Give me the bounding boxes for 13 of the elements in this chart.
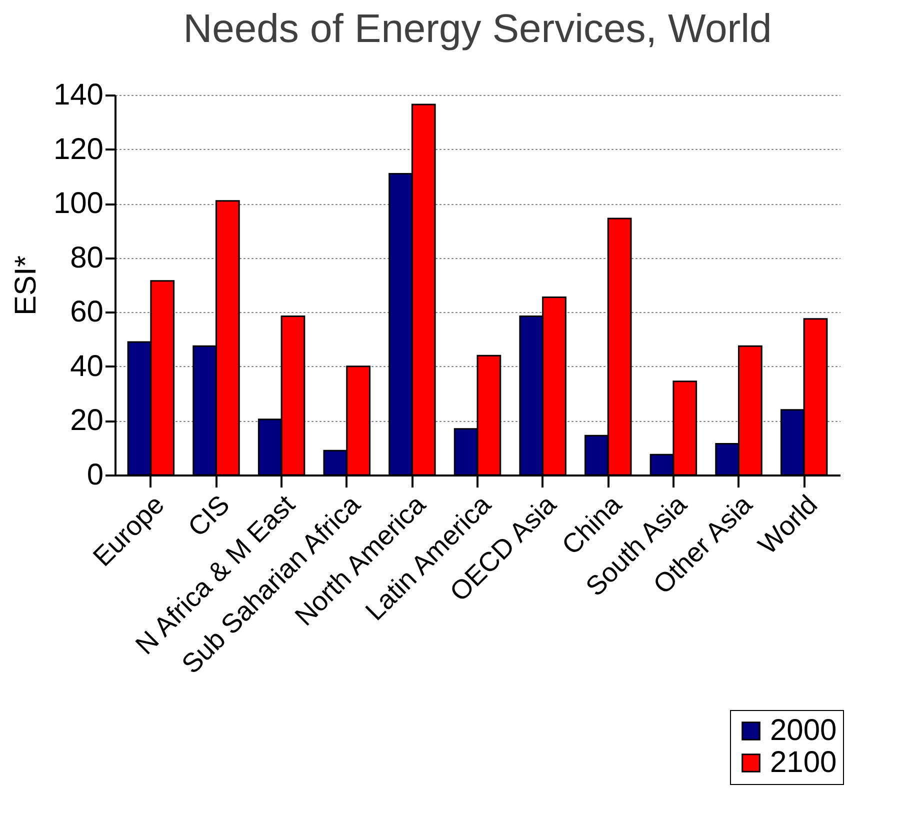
y-tick-label: 60 (70, 296, 104, 329)
y-tick-label: 140 (53, 78, 104, 112)
y-axis-title: ESI* (9, 255, 42, 316)
y-tick-label: 100 (53, 187, 104, 220)
y-tick-label: 120 (53, 132, 104, 166)
y-tick-label: 0 (86, 458, 104, 492)
y-tick-label: 20 (70, 404, 104, 438)
x-tick-label: CIS (182, 489, 236, 542)
legend-label: 2100 (770, 746, 837, 779)
chart-title: Needs of Energy Services, World (183, 7, 772, 51)
y-tick-label: 40 (70, 350, 104, 383)
y-tick-label: 80 (70, 241, 104, 274)
legend-label: 2000 (770, 714, 837, 747)
